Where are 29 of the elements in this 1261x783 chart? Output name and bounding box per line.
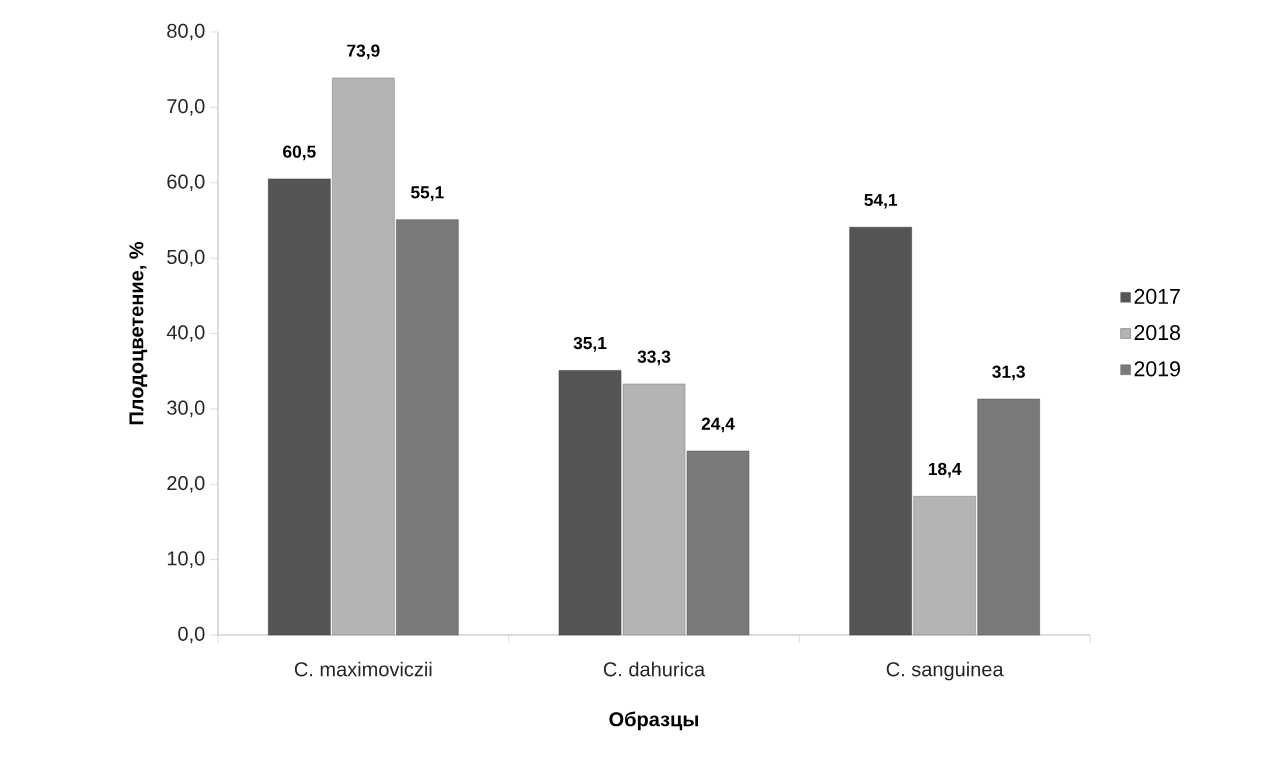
y-axis-title: Плодоцветение, % <box>129 241 148 425</box>
y-tick-label: 40,0 <box>166 325 205 342</box>
x-tick-label: C. maximoviczii <box>294 661 432 677</box>
data-label: 55,1 <box>411 186 444 201</box>
legend-label: 2018 <box>1134 325 1181 341</box>
x-tick-label: C. dahurica <box>603 661 706 677</box>
x-tick-label: C. sanguinea <box>886 661 1004 681</box>
data-label: 54,1 <box>864 193 898 209</box>
data-label: 18,4 <box>928 462 962 478</box>
y-tick-label: 60,0 <box>167 174 205 192</box>
bar <box>849 226 912 636</box>
bar <box>558 370 622 636</box>
bar <box>268 178 331 636</box>
x-axis-title: Образцы <box>609 711 699 731</box>
y-tick-label: 70,0 <box>167 99 205 116</box>
y-tick-label: 80,0 <box>167 23 205 41</box>
y-tick-label: 50,0 <box>167 249 205 267</box>
legend-label: 2019 <box>1134 361 1180 377</box>
y-tick-label: 0,0 <box>178 626 205 644</box>
y-tick-label: 10,0 <box>167 551 205 568</box>
y-tick-label: 30,0 <box>167 400 205 418</box>
legend-label: 2017 <box>1134 288 1180 304</box>
data-label: 73,9 <box>347 44 380 60</box>
data-label: 33,3 <box>637 350 671 366</box>
y-tick-label: 20,0 <box>167 475 205 493</box>
data-label: 35,1 <box>573 336 607 352</box>
data-label: 31,3 <box>992 365 1025 381</box>
data-label: 60,5 <box>283 145 316 161</box>
data-label: 24,4 <box>701 417 735 433</box>
